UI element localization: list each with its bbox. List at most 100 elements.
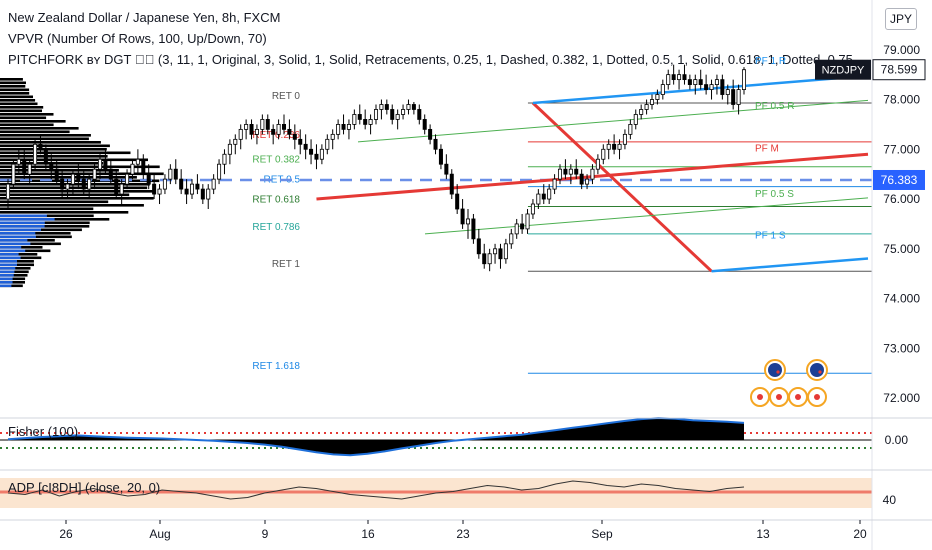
candle-body [725,89,730,95]
volume-bar-up [0,263,17,267]
volume-bar-up [0,214,47,218]
candles [5,64,747,272]
candle-body [70,173,75,185]
candle-body [666,74,671,85]
candle-body [677,74,682,81]
volume-bar [0,246,43,249]
candle-body [563,168,568,175]
time-label: 9 [262,527,269,541]
candle-body [92,168,97,180]
candle-body [741,69,747,90]
candle-body [520,223,525,230]
candle-body [265,119,270,130]
volume-bar [0,179,160,183]
volume-bar-up [0,239,28,242]
candle-body [622,133,627,145]
candle-body [687,79,692,85]
price-tick: 77.000 [883,142,920,156]
currency-button[interactable]: JPY [885,8,917,30]
candle-body [482,253,487,265]
time-label: Sep [591,527,613,541]
volume-bar-up [0,256,21,260]
candle-body [325,138,330,150]
volume-bar [0,95,33,99]
flag-icon [818,370,822,374]
volume-bar [0,256,42,260]
candle-body [525,213,530,230]
candle-body [27,163,32,175]
volume-bar-up [0,246,22,249]
candle-body [16,158,21,165]
time-label: 26 [59,527,73,541]
candle-body [254,128,259,135]
flag-icon [768,363,782,377]
candle-body [281,124,287,130]
volume-bar-up [0,249,26,253]
retracement-label: RET 0.382 [252,155,300,166]
last-price-value: 78.599 [881,63,918,77]
candle-body [568,168,573,175]
candle-body [617,143,622,150]
candle-body [141,158,146,175]
candle-body [417,109,422,120]
candle-body [65,183,70,190]
volume-bar-up [0,228,41,232]
candle-body [406,104,411,110]
pitchfork-handle [531,101,713,273]
candle-body [292,133,297,140]
candle-body [720,79,725,95]
candle-body [628,124,633,135]
candle-body [606,143,611,150]
candle-body [395,114,400,120]
candle-body [76,173,81,180]
candle-body [682,74,687,81]
retracement-label: RET 0.786 [252,222,300,233]
volume-bar [0,120,66,123]
candle-body [22,158,27,175]
candle-body [363,119,368,125]
time-label: 23 [456,527,470,541]
candle-body [465,218,471,225]
time-label: 16 [361,527,375,541]
volume-bar [0,113,54,116]
candle-body [401,109,406,115]
candle-body [660,84,665,95]
adp-label[interactable]: ADP [cI8DH] (close, 20, 0) [8,480,161,495]
candle-body [130,163,135,175]
candle-body [319,148,324,160]
candle-body [189,183,195,195]
fisher-label[interactable]: Fisher (100) [8,424,79,439]
adp-line [7,480,745,500]
candle-body [438,148,443,165]
candle-body [298,138,303,145]
volume-bar [0,274,28,277]
price-tick: 73.000 [883,341,920,355]
volume-bar [0,253,38,256]
candle-body [649,99,655,105]
candle-body [314,153,319,160]
candle-body [206,188,211,200]
event-dot [795,394,801,400]
volume-bar-up [0,260,17,263]
candle-body [162,178,167,190]
candle-body [498,248,503,260]
vpvr-legend[interactable]: VPVR (Number Of Rows, 100, Up/Down, 70) [8,31,267,46]
candle-body [168,168,173,180]
candle-body [731,89,736,105]
volume-bar [0,165,160,169]
candle-body [698,79,703,85]
candle-body [341,124,346,130]
pitchfork-label: PF M [755,143,779,154]
candle-body [357,114,362,120]
volume-bar-up [0,267,16,270]
volume-bar [0,99,36,102]
volume-bar-up [0,235,36,239]
level-tag [873,169,925,190]
pitchfork-legend[interactable]: PITCHFORK ʙʏ DGT ⃞⃞ (3, 11, 1, Original,… [8,52,857,67]
retracement-label: RET 1 [272,259,301,270]
candle-body [460,208,465,225]
candle-body [601,148,606,160]
event-markers [750,359,828,407]
